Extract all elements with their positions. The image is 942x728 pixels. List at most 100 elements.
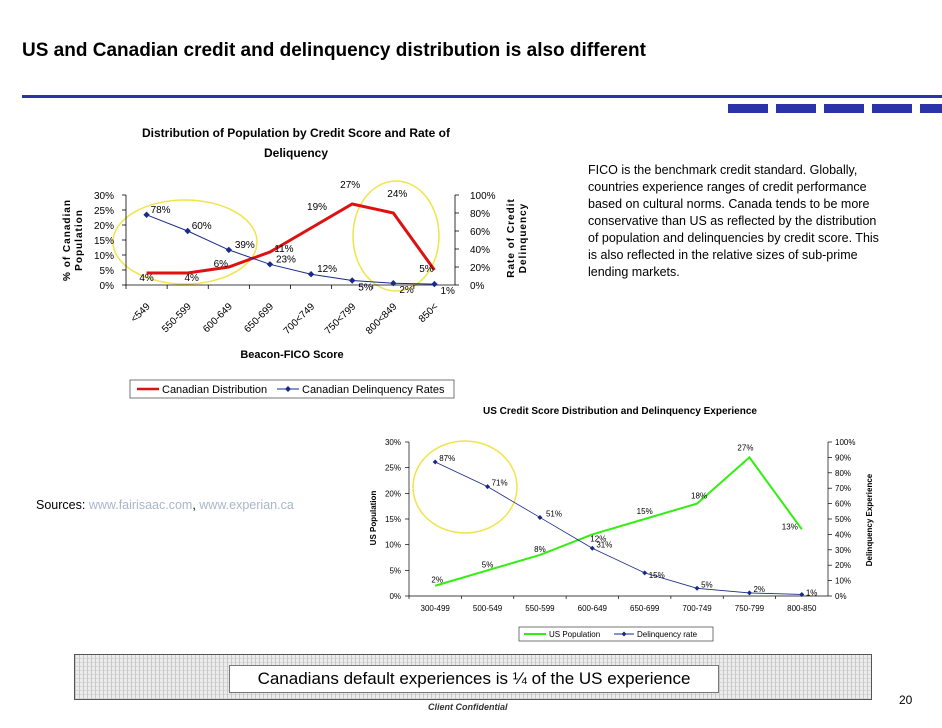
summary-banner: Canadians default experiences is ¼ of th… bbox=[74, 654, 872, 700]
us-delinquency-label: 87% bbox=[439, 454, 455, 463]
us-legend-population: US Population bbox=[549, 630, 600, 639]
ca-delinquency-point bbox=[431, 280, 438, 288]
us-population-label: 27% bbox=[737, 443, 753, 452]
us-population-line bbox=[434, 455, 803, 587]
ca-delinquency-label: 1% bbox=[440, 286, 455, 297]
ca-delinquency-point bbox=[266, 261, 274, 268]
ca-right-tick-label: 80% bbox=[470, 209, 490, 220]
ca-right-tick-label: 100% bbox=[470, 191, 496, 202]
us-ylabel-left: US Population bbox=[369, 491, 378, 546]
ca-delinquency-label: 78% bbox=[151, 205, 171, 216]
ca-ylabel-right-2: Delinquency bbox=[518, 203, 529, 273]
ca-distribution-line bbox=[146, 202, 436, 275]
us-right-tick-label: 30% bbox=[835, 546, 851, 555]
us-right-tick-label: 40% bbox=[835, 530, 851, 539]
sources-line: Sources: www.fairisaac.com, www.experian… bbox=[36, 498, 294, 512]
ca-ylabel-right-1: Rate of Credit bbox=[506, 198, 517, 278]
us-delinquency-point bbox=[485, 484, 491, 490]
sources-label: Sources: bbox=[36, 498, 86, 512]
ca-chart-title-1: Distribution of Population by Credit Sco… bbox=[142, 126, 451, 140]
us-delinquency-label: 51% bbox=[546, 509, 562, 518]
us-right-tick-label: 90% bbox=[835, 453, 851, 462]
us-right-tick-label: 10% bbox=[835, 577, 851, 586]
ca-left-tick-label: 30% bbox=[94, 191, 114, 202]
us-delinquency-label: 1% bbox=[806, 588, 818, 597]
page-number: 20 bbox=[899, 693, 913, 707]
highlight-circle-canada-left bbox=[112, 199, 258, 285]
us-population-label: 5% bbox=[482, 560, 494, 569]
us-left-tick-label: 15% bbox=[385, 515, 401, 524]
ca-left-tick-label: 20% bbox=[94, 221, 114, 232]
ca-delinquency-label: 2% bbox=[399, 285, 414, 296]
ca-left-tick-label: 25% bbox=[94, 206, 114, 217]
us-x-tick-label: 300-499 bbox=[421, 604, 451, 613]
ca-delinquency-point bbox=[143, 211, 150, 218]
us-legend-delinquency: Delinquency rate bbox=[637, 630, 698, 639]
ca-delinquency-label: 5% bbox=[358, 283, 373, 294]
ca-right-tick-label: 40% bbox=[470, 245, 490, 256]
accent-bar-5 bbox=[920, 104, 942, 113]
us-left-tick-label: 20% bbox=[385, 489, 401, 498]
us-delinquency-point bbox=[432, 459, 438, 465]
us-right-tick-label: 0% bbox=[835, 592, 847, 601]
ca-legend-delinquency: Canadian Delinquency Rates bbox=[302, 384, 445, 396]
ca-delinquency-point bbox=[390, 280, 397, 287]
ca-delinquency-label: 60% bbox=[192, 221, 212, 232]
ca-distribution-label: 5% bbox=[419, 264, 434, 275]
ca-distribution-label: 4% bbox=[184, 273, 199, 284]
us-delinquency-label: 71% bbox=[492, 479, 508, 488]
us-left-tick-label: 25% bbox=[385, 464, 401, 473]
summary-banner-text: Canadians default experiences is ¼ of th… bbox=[229, 665, 719, 693]
us-left-tick-label: 30% bbox=[385, 438, 401, 447]
us-delinquency-line bbox=[435, 461, 802, 595]
source-link-fairisaac[interactable]: www.fairisaac.com bbox=[88, 498, 193, 512]
ca-delinquency-point bbox=[184, 227, 191, 235]
us-right-tick-label: 100% bbox=[835, 438, 855, 447]
title-divider bbox=[22, 95, 942, 98]
accent-bar-3 bbox=[824, 104, 864, 113]
ca-delinquency-label: 12% bbox=[317, 264, 337, 275]
source-link-experian[interactable]: www.experian.ca bbox=[199, 498, 294, 512]
us-left-tick-label: 5% bbox=[389, 566, 401, 575]
us-left-tick-label: 0% bbox=[389, 592, 401, 601]
us-delinquency-label: 15% bbox=[649, 571, 665, 580]
accent-bar-1 bbox=[728, 104, 768, 113]
ca-legend-marker-delinquency bbox=[285, 386, 291, 392]
us-x-tick-label: 600-649 bbox=[578, 604, 608, 613]
us-right-tick-label: 70% bbox=[835, 484, 851, 493]
us-delinquency-point bbox=[799, 591, 805, 597]
us-right-tick-label: 60% bbox=[835, 500, 851, 509]
ca-distribution-label: 6% bbox=[214, 259, 229, 270]
ca-chart-title-2: Deliquency bbox=[264, 146, 328, 160]
ca-xlabel: Beacon-FICO Score bbox=[240, 349, 343, 361]
ca-delinquency-point bbox=[307, 271, 315, 278]
ca-distribution-label: 11% bbox=[274, 244, 293, 255]
ca-right-tick-label: 20% bbox=[470, 263, 490, 274]
ca-left-tick-label: 5% bbox=[100, 266, 115, 277]
ca-delinquency-label: 39% bbox=[235, 240, 255, 251]
us-delinquency-label: 2% bbox=[753, 585, 765, 594]
ca-delinquency-point bbox=[348, 277, 356, 284]
ca-delinquency-label: 23% bbox=[276, 254, 296, 265]
us-population-label: 15% bbox=[637, 507, 653, 516]
ca-distribution-label: 4% bbox=[139, 273, 154, 284]
ca-left-tick-label: 0% bbox=[100, 281, 115, 292]
page-title: US and Canadian credit and delinquency d… bbox=[22, 40, 646, 61]
us-x-tick-label: 800-850 bbox=[787, 604, 817, 613]
us-ylabel-right: Delinquency Experience bbox=[865, 473, 874, 566]
us-right-tick-label: 80% bbox=[835, 469, 851, 478]
ca-distribution-label: 24% bbox=[387, 189, 407, 200]
highlight-circle-canada-right bbox=[352, 180, 440, 292]
ca-delinquency-line bbox=[146, 214, 435, 285]
us-population-label: 8% bbox=[534, 545, 546, 554]
us-right-tick-label: 50% bbox=[835, 515, 851, 524]
us-x-tick-label: 750-799 bbox=[735, 604, 765, 613]
ca-right-tick-label: 60% bbox=[470, 227, 490, 238]
us-legend-marker-delinquency bbox=[621, 631, 627, 637]
us-x-tick-label: 550-599 bbox=[525, 604, 555, 613]
fico-description: FICO is the benchmark credit standard. G… bbox=[588, 163, 879, 279]
ca-delinquency-point bbox=[225, 246, 233, 254]
us-chart-title: US Credit Score Distribution and Delinqu… bbox=[483, 406, 757, 417]
us-population-label: 12% bbox=[590, 534, 606, 543]
